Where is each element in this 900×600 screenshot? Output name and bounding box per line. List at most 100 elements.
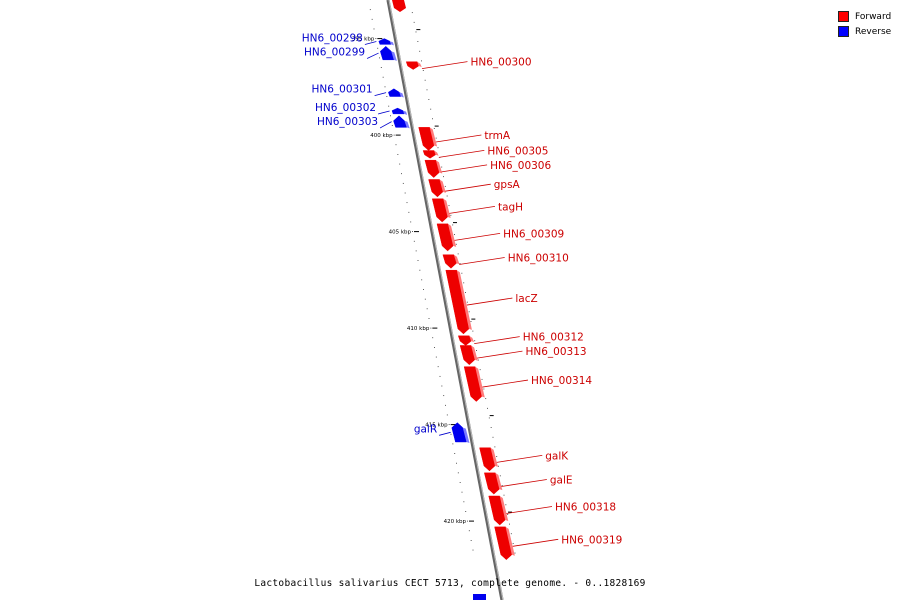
legend-label-forward: Forward xyxy=(855,11,892,22)
gene-side-HN6_00299 xyxy=(391,51,397,61)
leader-line xyxy=(374,92,387,97)
leader-line xyxy=(449,205,496,214)
reverse-swatch xyxy=(838,26,849,37)
gene-label-HN6_00318: HN6_00318 xyxy=(555,501,616,513)
gene-gpsA xyxy=(428,179,444,198)
gene-HN6_00306 xyxy=(424,159,440,178)
leader-line xyxy=(496,454,543,463)
gene-HN6_00314 xyxy=(463,366,483,402)
gene-label-trmA: trmA xyxy=(484,130,510,142)
genome-backbone xyxy=(386,0,504,600)
leader-line xyxy=(506,506,553,514)
gene-trmA xyxy=(418,127,435,151)
gene-side-HN6_00300 xyxy=(417,61,422,68)
gene-HN6_00300 xyxy=(405,61,420,70)
tick-label: 410 kbp xyxy=(407,326,430,332)
gene-HN6_00319 xyxy=(494,526,513,561)
gene-label-HN6_00301: HN6_00301 xyxy=(312,84,373,96)
gene-label-HN6_00314: HN6_00314 xyxy=(531,375,592,387)
gene-side-galK xyxy=(490,447,498,467)
leader-line xyxy=(474,336,520,345)
gene-HN6_00302 xyxy=(391,107,405,115)
gene-HN6_00301 xyxy=(388,88,402,97)
leader-line xyxy=(441,164,488,173)
tick-label: 400 kbp xyxy=(370,133,393,139)
gene-side-HN6_00310 xyxy=(453,254,460,265)
gene-side-HN6_00309 xyxy=(448,223,457,247)
gene-side-HN6_00314 xyxy=(475,366,485,398)
gene-galR xyxy=(451,422,467,443)
gene-side-tagH xyxy=(443,198,451,218)
leader-line xyxy=(439,431,451,436)
gene-galK xyxy=(479,447,496,472)
leader-line xyxy=(445,183,491,192)
gene-side-lacZ xyxy=(456,270,472,330)
leader-line xyxy=(435,134,482,143)
gene-HN6_00305 xyxy=(422,150,436,159)
gene-galE xyxy=(484,472,500,495)
forward-swatch xyxy=(838,11,849,22)
gene-label-tagH: tagH xyxy=(498,201,523,213)
gene-side-HN6_00312 xyxy=(469,335,475,343)
gene-label-HN6_00302: HN6_00302 xyxy=(315,102,376,114)
leader-line xyxy=(366,52,379,59)
gene-side-HN6_00301 xyxy=(399,92,404,98)
tick-label: 420 kbp xyxy=(444,519,467,525)
gene-HN6_00309 xyxy=(436,223,454,252)
leader-line xyxy=(512,538,559,547)
gene-side-HN6_00318 xyxy=(499,496,509,521)
genome-caption: Lactobacillus salivarius CECT 5713, comp… xyxy=(254,578,646,589)
gene-HN6_00310 xyxy=(442,254,457,269)
leader-line xyxy=(459,257,505,265)
gene-label-HN6_00300: HN6_00300 xyxy=(470,57,531,69)
leader-line xyxy=(476,350,523,359)
leader-line xyxy=(364,41,377,45)
leader-line xyxy=(379,121,392,129)
gene-side-HN6_00313 xyxy=(471,345,478,361)
gene-tagH xyxy=(431,198,448,223)
gene-label-gpsA: gpsA xyxy=(494,179,521,191)
leader-line xyxy=(438,150,485,158)
tick-label: 395 kbp xyxy=(352,37,375,43)
leader-line xyxy=(454,232,501,241)
gene-label-HN6_00309: HN6_00309 xyxy=(503,228,564,240)
gene-label-HN6_00319: HN6_00319 xyxy=(561,534,622,546)
gene-HN6_00318 xyxy=(488,495,506,526)
leader-line xyxy=(482,379,529,388)
legend-item-reverse: Reverse xyxy=(838,24,891,39)
gene-HN6_00313 xyxy=(459,345,476,366)
genome-backbone-highlight xyxy=(388,0,504,600)
gene-label-HN6_00305: HN6_00305 xyxy=(487,145,548,157)
leader-line xyxy=(466,297,513,306)
gene-side-galR xyxy=(462,427,470,443)
gene-HN6_00299 xyxy=(380,45,395,61)
gene-side-HN6_00302 xyxy=(403,110,408,115)
gene-HN6_00312 xyxy=(457,335,472,346)
gene-cutoff-bottom xyxy=(473,594,486,600)
gene-label-HN6_00310: HN6_00310 xyxy=(508,253,569,265)
leader-line xyxy=(421,61,468,70)
gene-label-galK: galK xyxy=(545,450,569,462)
leader-line xyxy=(501,479,547,487)
leader-line xyxy=(377,110,390,115)
gene-HN6_00303 xyxy=(393,115,408,128)
gene-label-lacZ: lacZ xyxy=(515,293,537,305)
gene-label-HN6_00299: HN6_00299 xyxy=(304,46,365,58)
gene-label-galR: galR xyxy=(414,423,437,435)
legend-label-reverse: Reverse xyxy=(855,26,892,37)
gene-side-galE xyxy=(495,472,503,491)
gene-label-HN6_00313: HN6_00313 xyxy=(525,346,586,358)
gene-label-HN6_00298: HN6_00298 xyxy=(302,32,363,44)
gene-side-HN6_00319 xyxy=(505,526,515,556)
tick-label: 415 kbp xyxy=(425,423,448,429)
gene-label-HN6_00303: HN6_00303 xyxy=(317,116,378,128)
gene-side-gpsA xyxy=(439,179,446,193)
legend-item-forward: Forward xyxy=(838,9,891,24)
gene-cutoff-top xyxy=(392,0,406,12)
legend: Forward Reverse xyxy=(838,9,891,39)
gene-side-HN6_00305 xyxy=(434,150,439,156)
gene-side-HN6_00298 xyxy=(389,41,394,46)
gene-side-HN6_00306 xyxy=(435,160,443,174)
gene-lacZ xyxy=(445,269,470,335)
